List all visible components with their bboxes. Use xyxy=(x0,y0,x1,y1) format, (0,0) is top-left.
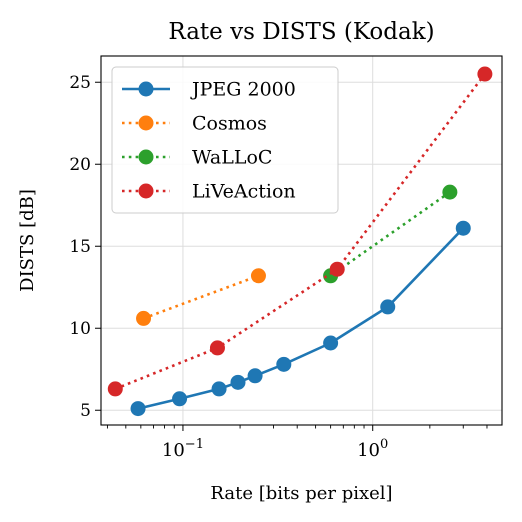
y-tick-label: 5 xyxy=(80,401,91,421)
legend-label: WaLLoC xyxy=(192,147,272,169)
data-point xyxy=(230,374,246,390)
y-axis-label: DISTS [dB] xyxy=(17,189,38,292)
series-line xyxy=(114,73,486,391)
x-tick-label: 10−1 xyxy=(162,437,204,461)
legend: JPEG 2000 Cosmos WaLLoC LiVeAction xyxy=(111,66,339,214)
series-liveaction xyxy=(107,66,493,397)
x-tick-base: 10 xyxy=(357,440,380,461)
y-tick-label: 15 xyxy=(69,237,91,257)
x-tick-exponent: −1 xyxy=(185,437,204,452)
data-point xyxy=(136,310,152,326)
data-point xyxy=(477,66,493,82)
data-point xyxy=(130,401,146,417)
data-point xyxy=(209,340,225,356)
data-point xyxy=(107,381,123,397)
legend-box xyxy=(111,66,339,214)
y-tick-label: 10 xyxy=(69,319,91,339)
x-tick-base: 10 xyxy=(162,440,185,461)
legend-label: LiVeAction xyxy=(192,181,296,203)
data-point xyxy=(329,261,345,277)
y-tick-label: 20 xyxy=(69,155,91,175)
legend-marker xyxy=(138,149,154,165)
data-point xyxy=(323,335,339,351)
legend-label: JPEG 2000 xyxy=(190,79,296,101)
legend-marker xyxy=(138,183,154,199)
series-cosmos xyxy=(136,268,266,326)
data-point xyxy=(455,220,471,236)
legend-entry: Cosmos xyxy=(122,113,267,135)
data-point xyxy=(250,268,266,284)
legend-label: Cosmos xyxy=(192,113,267,135)
data-point xyxy=(247,368,263,384)
plot-frame xyxy=(100,55,503,426)
x-axis-label: Rate [bits per pixel] xyxy=(210,483,392,504)
series-layer xyxy=(107,66,493,417)
legend-marker xyxy=(138,115,154,131)
x-tick-label: 100 xyxy=(357,437,388,461)
series-jpeg-2000 xyxy=(130,220,471,417)
data-point xyxy=(380,299,396,315)
data-point xyxy=(276,356,292,372)
y-tick-label: 25 xyxy=(69,73,91,93)
chart-title: Rate vs DISTS (Kodak) xyxy=(168,19,434,45)
legend-entry: JPEG 2000 xyxy=(122,79,296,101)
data-point xyxy=(442,184,458,200)
legend-entry: WaLLoC xyxy=(122,147,272,169)
legend-entry: LiVeAction xyxy=(122,181,296,203)
x-tick-exponent: 0 xyxy=(380,437,388,452)
data-point xyxy=(172,391,188,407)
series-line xyxy=(143,274,259,320)
legend-marker xyxy=(138,81,154,97)
data-point xyxy=(211,381,227,397)
